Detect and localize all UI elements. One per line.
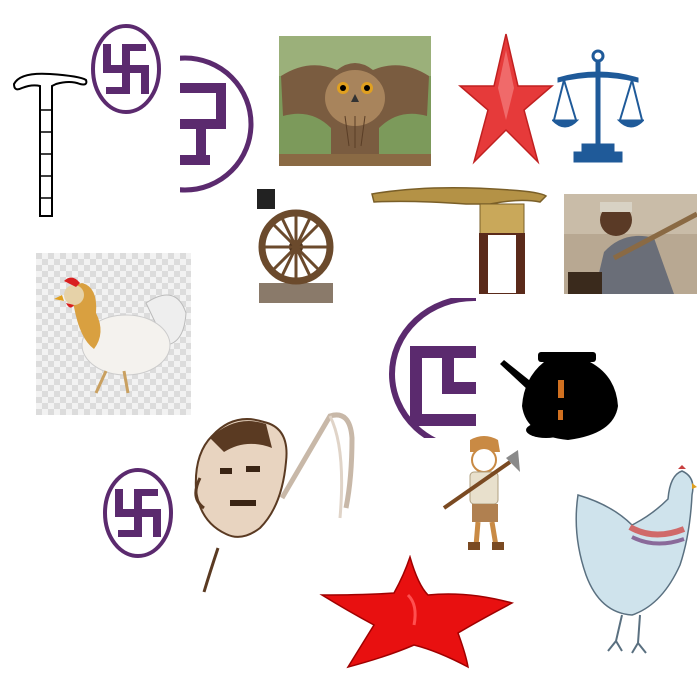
scales-of-justice-icon bbox=[552, 48, 644, 164]
cart-wheel-photo bbox=[257, 185, 335, 305]
owl-photo bbox=[279, 36, 431, 166]
water-pot-icon bbox=[498, 350, 620, 445]
rooster-photo bbox=[36, 253, 191, 415]
man-with-sickle-icon bbox=[190, 408, 358, 593]
farmer-photo bbox=[564, 194, 697, 294]
red-star-solid-icon bbox=[318, 555, 516, 670]
swastika-ring-cropped-icon bbox=[180, 55, 255, 193]
swastika-ring-bottom-icon bbox=[102, 467, 175, 560]
swastika-ring-large-icon bbox=[388, 298, 476, 438]
red-star-outline-icon bbox=[458, 30, 554, 165]
hen-sketch-icon bbox=[572, 465, 697, 657]
boy-with-hoe-icon bbox=[440, 432, 525, 554]
walking-stick-icon bbox=[10, 70, 90, 220]
swastika-ring-small-icon bbox=[89, 22, 163, 116]
umbrella-handle-icon bbox=[370, 186, 548, 294]
